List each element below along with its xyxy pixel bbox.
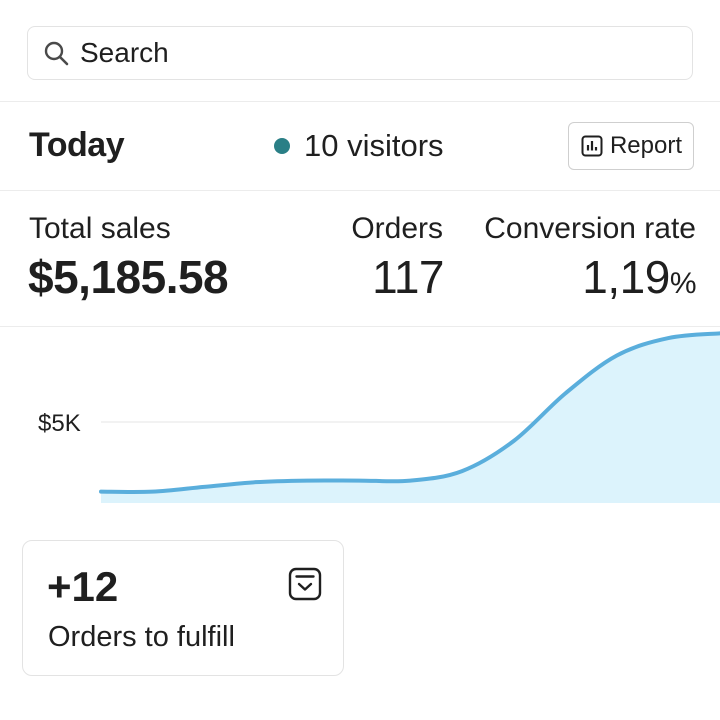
conversion-rate-value: 1,19% xyxy=(582,250,696,304)
orders-value: 117 xyxy=(372,251,444,303)
search-icon xyxy=(42,39,70,67)
chart-y-tick-label: $5K xyxy=(38,410,81,437)
conversion-rate-unit: % xyxy=(669,267,697,300)
orders-to-fulfill-count: +12 xyxy=(47,563,119,610)
search-input[interactable] xyxy=(80,37,660,69)
page-title: Today xyxy=(29,126,125,164)
chart-series-line xyxy=(99,331,720,495)
bar-chart-icon xyxy=(580,134,604,158)
report-button[interactable]: Report xyxy=(568,122,694,170)
total-sales-label: Total sales xyxy=(29,212,171,245)
total-sales-value: $5,185.58 xyxy=(28,251,229,303)
visitors-status-dot xyxy=(274,138,290,154)
chart-area-fill xyxy=(101,333,720,503)
orders-label: Orders xyxy=(351,212,443,245)
search-bar[interactable] xyxy=(27,26,693,80)
visitors-label: 10 visitors xyxy=(304,128,444,163)
divider xyxy=(0,326,720,327)
report-button-label: Report xyxy=(609,132,683,159)
sales-chart: $5K xyxy=(38,331,720,503)
conversion-rate-label: Conversion rate xyxy=(484,212,696,245)
orders-to-fulfill-label: Orders to fulfill xyxy=(48,621,235,653)
conversion-rate-number: 1,19 xyxy=(582,251,670,303)
live-visitors: 10 visitors xyxy=(274,128,444,164)
inbox-check-icon xyxy=(288,567,322,601)
divider xyxy=(0,101,720,102)
divider xyxy=(0,190,720,191)
orders-to-fulfill-card[interactable]: +12 Orders to fulfill xyxy=(22,540,344,676)
